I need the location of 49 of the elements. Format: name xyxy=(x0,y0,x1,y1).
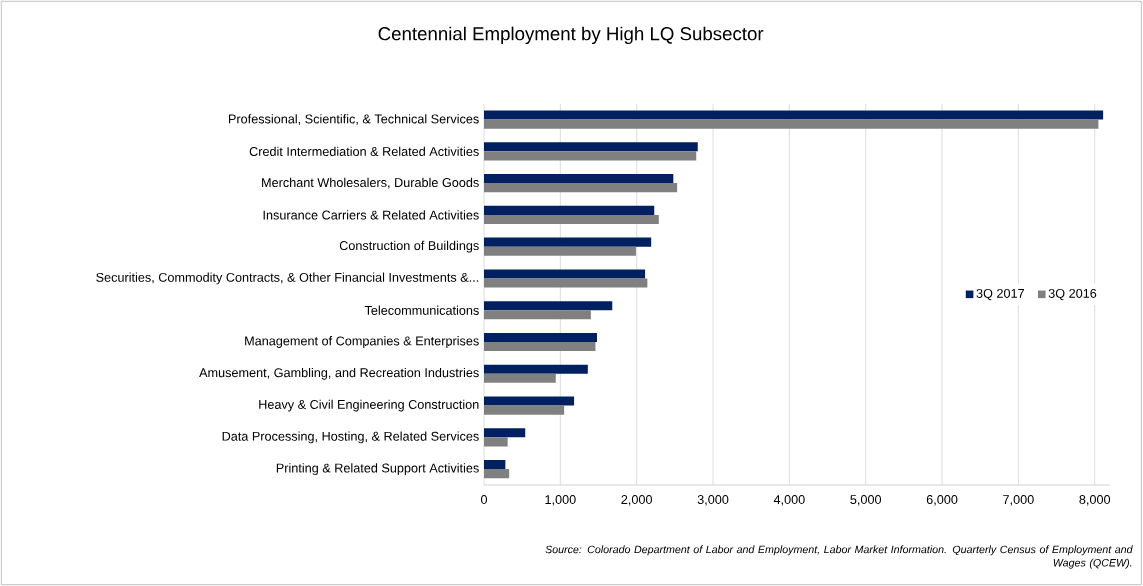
x-tick-label: 3,000 xyxy=(697,495,729,506)
bar xyxy=(484,405,565,415)
bar xyxy=(484,237,652,247)
bar xyxy=(484,183,678,193)
bar xyxy=(484,110,1104,120)
bar xyxy=(484,364,588,374)
bar xyxy=(484,269,646,279)
y-tick-label: Heavy & Civil Engineering Construction xyxy=(259,399,479,412)
y-tick-label: Professional, Scientific, & Technical Services xyxy=(229,114,479,125)
bar xyxy=(484,460,506,470)
bar xyxy=(484,310,591,320)
x-tick-label: 1,000 xyxy=(545,495,576,506)
y-tick-label: Merchant Wholesalers, Durable Goods xyxy=(262,177,479,189)
x-tick-label: 5,000 xyxy=(850,495,882,506)
bar xyxy=(484,174,674,184)
bar xyxy=(484,437,508,447)
bar xyxy=(484,205,655,215)
bar xyxy=(484,151,697,161)
bar xyxy=(484,119,1099,129)
bar xyxy=(484,373,556,383)
legend-label: 3Q 2017 xyxy=(976,288,1024,301)
x-tick-label: 8,000 xyxy=(1079,495,1111,506)
y-tick-label: Securities, Commodity Contracts, & Other Financial Investments &... xyxy=(96,272,479,285)
bar xyxy=(484,469,510,479)
source-note: Source: Colorado Department of Labor and Employment, Labor Market Information. Quarterly Census of Employment and Wages (QCEW). xyxy=(545,545,1133,569)
chart-title: Centennial Employment by High LQ Subsector xyxy=(378,26,764,45)
y-tick-label: Amusement, Gambling, and Recreation Industries xyxy=(199,367,479,380)
y-tick-label: Construction of Buildings xyxy=(339,240,479,253)
bar xyxy=(484,278,648,288)
bar xyxy=(484,142,698,152)
y-tick-label: Credit Intermediation & Related Activities xyxy=(249,146,479,156)
y-tick-label: Management of Companies & Enterprises xyxy=(245,336,479,348)
bar xyxy=(484,332,597,343)
x-tick-label: 6,000 xyxy=(926,495,958,506)
bar xyxy=(484,428,526,438)
y-tick-label: Telecommunications xyxy=(364,305,479,315)
y-tick-label: Data Processing, Hosting, & Related Services xyxy=(222,431,479,444)
bar xyxy=(484,214,659,224)
legend-label: 3Q 2016 xyxy=(1048,288,1097,301)
x-tick-label: 7,000 xyxy=(1003,495,1034,506)
x-tick-label: 0 xyxy=(480,495,488,505)
y-tick-label: Insurance Carriers & Related Activities xyxy=(263,210,479,220)
y-tick-label: Printing & Related Support Activities xyxy=(276,463,479,476)
bar xyxy=(484,396,575,406)
bar xyxy=(484,342,596,352)
bar xyxy=(484,246,636,256)
x-tick-label: 2,000 xyxy=(621,495,653,506)
bar xyxy=(484,301,613,311)
x-tick-label: 4,000 xyxy=(773,495,805,506)
